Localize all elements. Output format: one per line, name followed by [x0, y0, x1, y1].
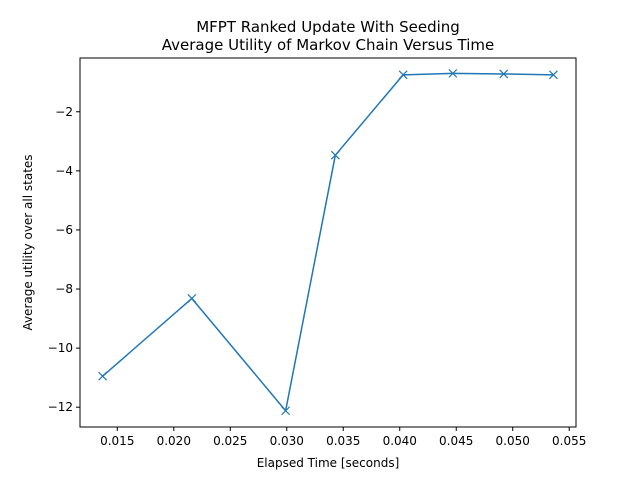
x-axis: 0.015 0.020 0.025 0.030 0.035 0.040 0.045 0.050…: [100, 427, 586, 448]
x-tick-label: 0.040: [383, 434, 417, 448]
y-tick-label: −8: [55, 282, 73, 296]
x-tick-label: 0.050: [496, 434, 530, 448]
data-point-marker: [499, 69, 509, 79]
series-group: [98, 68, 558, 416]
x-tick-label: 0.030: [270, 434, 304, 448]
plot-frame: [79, 57, 577, 428]
x-tick-label: 0.015: [100, 434, 134, 448]
x-tick-label: 0.035: [326, 434, 360, 448]
y-tick-label: −10: [48, 341, 73, 355]
y-tick-label: −2: [55, 105, 73, 119]
data-point-marker: [330, 150, 340, 160]
data-point-marker: [448, 68, 458, 78]
data-point-marker: [398, 70, 408, 80]
data-point-marker: [281, 406, 291, 416]
y-tick-label: −4: [55, 164, 73, 178]
x-tick-label: 0.055: [552, 434, 586, 448]
chart-subtitle: Average Utility of Markov Chain Versus T…: [162, 36, 494, 54]
y-tick-label: −6: [55, 223, 73, 237]
y-axis-label: Average utility over all states: [21, 154, 35, 330]
y-axis: −12 −10 −8 −6 −4 −2: [48, 105, 80, 414]
chart-title: MFPT Ranked Update With Seeding: [196, 18, 460, 36]
x-axis-label: Elapsed Time [seconds]: [257, 456, 400, 470]
x-tick-label: 0.020: [157, 434, 191, 448]
plot-area: 0.015 0.020 0.025 0.030 0.035 0.040 0.045 0.050…: [48, 57, 586, 448]
data-point-marker: [187, 294, 197, 303]
data-point-marker: [98, 371, 108, 381]
series-line: [102, 72, 554, 412]
data-point-marker: [548, 70, 558, 80]
x-tick-label: 0.045: [439, 434, 473, 448]
y-tick-label: −12: [48, 400, 73, 414]
x-tick-label: 0.025: [213, 434, 247, 448]
